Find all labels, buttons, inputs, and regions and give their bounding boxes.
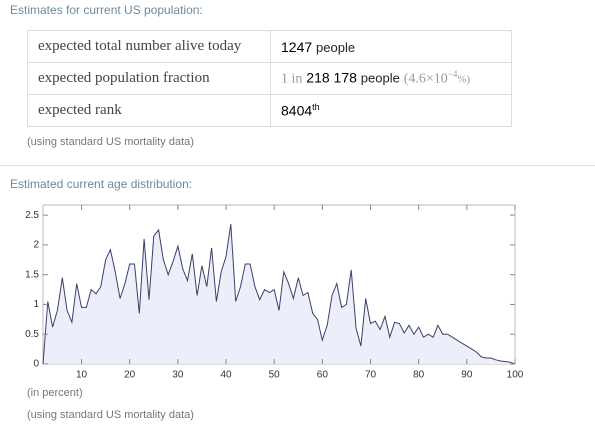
x-tick-label: 100 [507,370,524,381]
row-label: expected rank [27,94,271,127]
note: (using standard US mortality data) [27,409,194,421]
row-value: 8404th [270,94,512,127]
row-label: expected population fraction [27,62,271,95]
y-tick-label: 0 [33,359,39,370]
text: %) [457,73,471,86]
row: expected population fraction 1 in 218 17… [27,62,512,95]
section-title: Estimated current age distribution: [10,177,193,191]
y-tick-label: 2 [33,240,39,251]
divider [0,165,595,166]
x-tick-label: 40 [220,370,232,381]
y-tick-label: 2.5 [25,210,39,221]
value: 218 178 [306,69,357,86]
exponent: −4 [447,69,458,80]
x-tick-label: 10 [76,370,88,381]
line [42,224,516,365]
section-title: Estimates for current US population: [10,3,203,17]
x-tick-label: 20 [124,370,136,381]
unit: people [316,39,356,55]
value: 1247 [281,38,313,55]
x-tick-label: 60 [317,370,329,381]
value: 8404 [281,102,313,119]
y-tick-label: 1 [33,299,39,310]
note: (using standard US mortality data) [27,136,194,148]
row-value: 1247 people [270,30,512,63]
y-tick-label: 1.5 [25,269,39,280]
x-tick-label: 30 [172,370,184,381]
text: (4.6×10 [403,71,448,87]
x-tick-label: 70 [365,370,377,381]
x-tick-label: 50 [269,370,281,381]
result-table: expected total number alive today 1247 p… [27,30,512,127]
row: expected rank 8404th [27,94,512,127]
area [43,224,515,364]
unit-note: (in percent) [27,387,83,399]
x-tick-label: 80 [413,370,425,381]
y-tick-label: 0.5 [25,329,39,340]
unit: people [360,70,400,86]
row-label: expected total number alive today [27,30,271,63]
x-tick-label: 90 [461,370,473,381]
row-value: 1 in 218 178 people (4.6×10−4%) [270,62,512,95]
text: 1 in [281,71,303,87]
row: expected total number alive today 1247 p… [27,30,512,63]
suffix: th [312,102,320,113]
